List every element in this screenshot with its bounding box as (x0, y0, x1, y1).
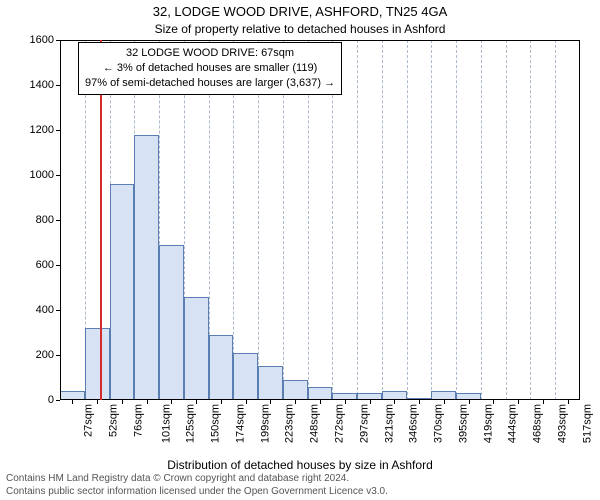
x-tick-label: 493sqm (556, 404, 568, 443)
y-tick-label: 1000 (30, 169, 54, 181)
y-tick (56, 40, 60, 41)
x-tick-label: 27sqm (83, 404, 95, 437)
x-tick (270, 400, 271, 404)
x-tick-label: 248sqm (309, 404, 321, 443)
grid-line-v (456, 40, 457, 400)
x-tick (370, 400, 371, 404)
y-tick (56, 130, 60, 131)
x-tick (394, 400, 395, 404)
chart-title: 32, LODGE WOOD DRIVE, ASHFORD, TN25 4GA (0, 4, 600, 19)
x-tick (345, 400, 346, 404)
y-tick (56, 85, 60, 86)
histogram-bar (332, 393, 357, 400)
grid-line-v (555, 40, 556, 400)
chart-subtitle: Size of property relative to detached ho… (0, 22, 600, 36)
x-tick-label: 101sqm (160, 404, 172, 443)
x-tick-label: 444sqm (507, 404, 519, 443)
x-tick-label: 517sqm (581, 404, 593, 443)
histogram-bar (308, 387, 333, 401)
histogram-bar (85, 328, 110, 400)
y-tick-label: 400 (36, 304, 54, 316)
histogram-bar (233, 353, 258, 400)
x-tick-label: 395sqm (457, 404, 469, 443)
y-tick (56, 310, 60, 311)
legend-line-3: 97% of semi-detached houses are larger (… (85, 76, 335, 91)
x-tick-label: 346sqm (408, 404, 420, 443)
histogram-bar (382, 391, 407, 400)
x-tick (568, 400, 569, 404)
x-tick-label: 174sqm (235, 404, 247, 443)
histogram-bar (60, 391, 85, 400)
x-tick (469, 400, 470, 404)
legend-line-2: ← 3% of detached houses are smaller (119… (85, 61, 335, 76)
grid-line-v (431, 40, 432, 400)
grid-line-v (506, 40, 507, 400)
grid-line-v (481, 40, 482, 400)
x-tick-label: 468sqm (532, 404, 544, 443)
x-tick-label: 297sqm (358, 404, 370, 443)
x-tick (97, 400, 98, 404)
y-tick-label: 600 (36, 259, 54, 271)
histogram-bar (283, 380, 308, 400)
histogram-bar (357, 393, 382, 400)
x-tick (196, 400, 197, 404)
x-tick (518, 400, 519, 404)
x-tick (493, 400, 494, 404)
x-tick-label: 223sqm (284, 404, 296, 443)
x-tick-label: 370sqm (433, 404, 445, 443)
y-tick (56, 175, 60, 176)
histogram-bar (407, 398, 432, 400)
histogram-bar (184, 297, 209, 401)
histogram-bar (159, 245, 184, 400)
x-tick-label: 419sqm (482, 404, 494, 443)
histogram-bar (110, 184, 135, 400)
x-tick (543, 400, 544, 404)
legend-line-1: 32 LODGE WOOD DRIVE: 67sqm (85, 46, 335, 61)
grid-line-v (357, 40, 358, 400)
grid-line-v (382, 40, 383, 400)
x-tick (419, 400, 420, 404)
x-axis-label: Distribution of detached houses by size … (0, 458, 600, 472)
legend-box: 32 LODGE WOOD DRIVE: 67sqm ← 3% of detac… (78, 42, 342, 95)
grid-line-v (530, 40, 531, 400)
x-tick (171, 400, 172, 404)
x-tick (444, 400, 445, 404)
x-tick (72, 400, 73, 404)
y-tick (56, 400, 60, 401)
y-tick-label: 1200 (30, 124, 54, 136)
histogram-bar (431, 391, 456, 400)
x-tick-label: 150sqm (210, 404, 222, 443)
x-tick-label: 52sqm (108, 404, 120, 437)
footer: Contains HM Land Registry data © Crown c… (6, 473, 594, 498)
x-tick-label: 321sqm (383, 404, 395, 443)
grid-line-v (407, 40, 408, 400)
x-tick (147, 400, 148, 404)
y-tick-label: 0 (48, 394, 54, 406)
y-tick (56, 265, 60, 266)
y-tick-label: 1400 (30, 79, 54, 91)
histogram-bar (134, 135, 159, 401)
x-tick (246, 400, 247, 404)
histogram-bar (456, 393, 481, 400)
y-tick-label: 1600 (30, 34, 54, 46)
histogram-bar (209, 335, 234, 400)
x-tick-label: 76sqm (132, 404, 144, 437)
x-tick (320, 400, 321, 404)
y-tick (56, 220, 60, 221)
x-tick (221, 400, 222, 404)
y-tick-label: 200 (36, 349, 54, 361)
y-tick (56, 355, 60, 356)
x-tick (122, 400, 123, 404)
x-tick-label: 199sqm (259, 404, 271, 443)
footer-line-1: Contains HM Land Registry data © Crown c… (6, 473, 594, 486)
histogram-bar (258, 366, 283, 400)
x-tick (295, 400, 296, 404)
y-tick-label: 800 (36, 214, 54, 226)
footer-line-2: Contains public sector information licen… (6, 486, 594, 499)
x-tick-label: 125sqm (185, 404, 197, 443)
x-tick-label: 272sqm (334, 404, 346, 443)
